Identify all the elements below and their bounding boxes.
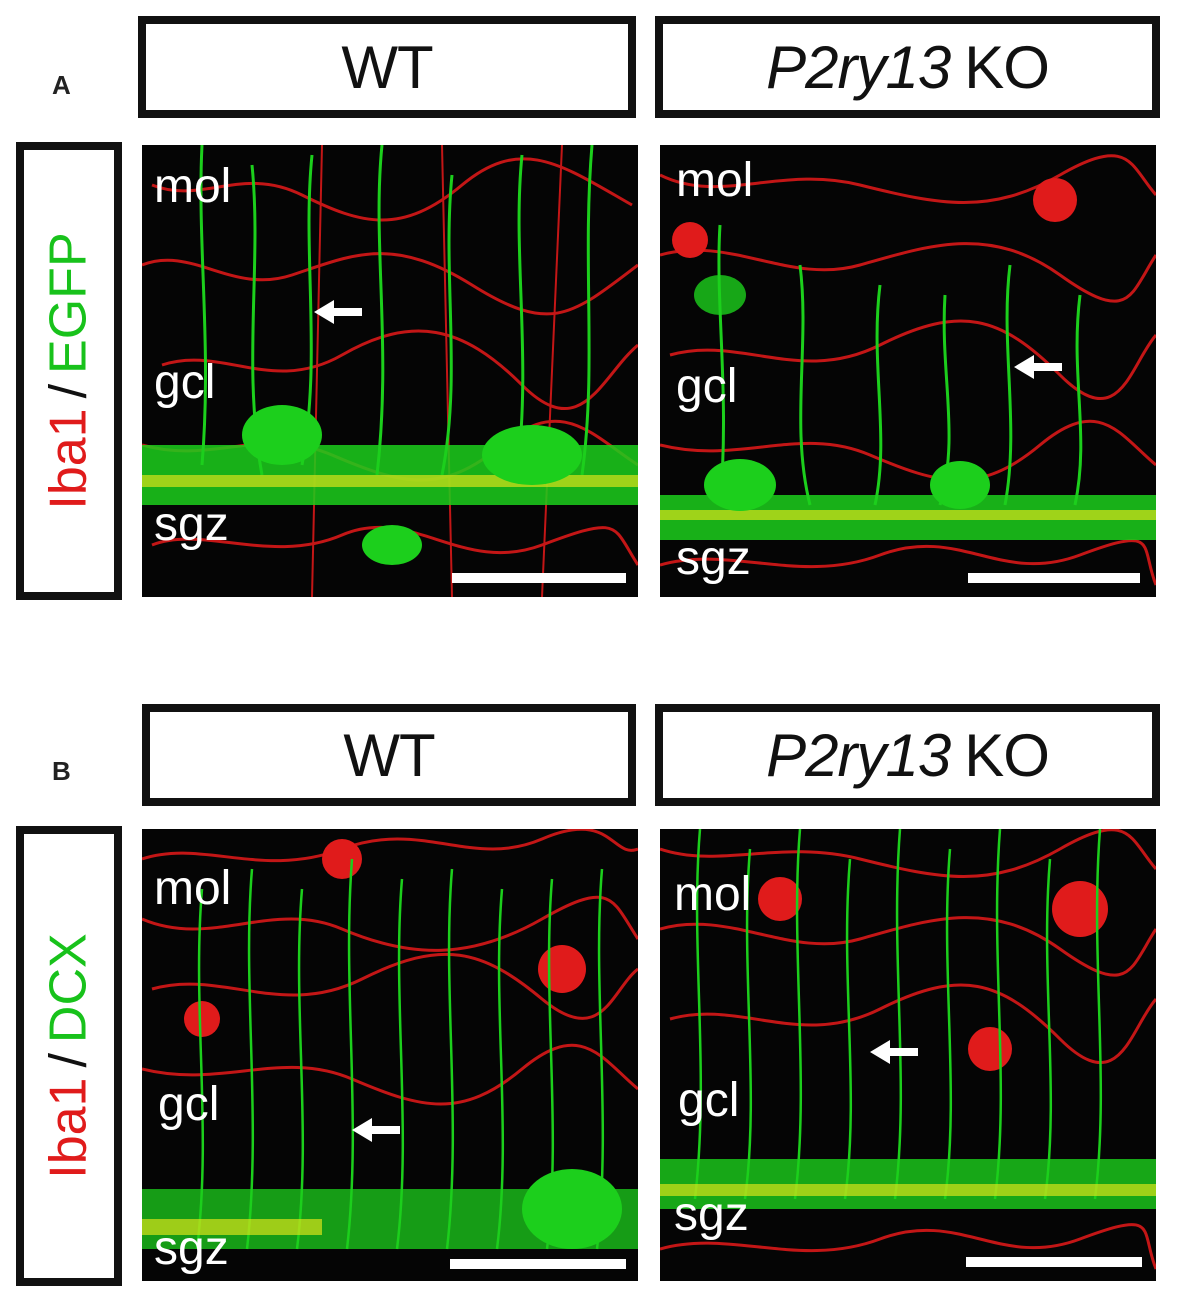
column-header-wt-a: WT: [138, 16, 636, 118]
marker-dcx: DCX: [40, 933, 98, 1044]
column-header-ko-a: P2ry13 KO: [655, 16, 1160, 118]
micrograph-ko-a: mol gcl sgz: [660, 145, 1156, 597]
stain-legend: Iba1 / EGFP: [39, 232, 99, 509]
micrograph-wt-a: mol gcl sgz: [142, 145, 638, 597]
scale-bar: [966, 1257, 1142, 1267]
layer-label-sgz: sgz: [154, 498, 229, 551]
column-header-text: WT: [341, 33, 433, 101]
panel-label-a: A: [52, 70, 71, 100]
row-label-a: Iba1 / EGFP: [16, 142, 122, 600]
arrow-icon: [352, 1118, 400, 1142]
scale-bar: [968, 573, 1140, 583]
marker-iba1: Iba1: [40, 408, 98, 510]
arrow-icon: [314, 300, 362, 324]
gene-name: P2ry13: [766, 721, 951, 789]
scale-bar: [450, 1259, 626, 1269]
micrograph-texture: [142, 145, 638, 597]
layer-label-gcl: gcl: [678, 1074, 740, 1127]
layer-label-gcl: gcl: [676, 360, 738, 413]
micrograph-wt-b: mol gcl sgz: [142, 829, 638, 1281]
micrograph-texture: [660, 145, 1156, 597]
layer-label-sgz: sgz: [154, 1222, 229, 1275]
stain-legend: Iba1 / DCX: [39, 933, 99, 1178]
layer-label-mol: mol: [154, 160, 232, 213]
gene-name: P2ry13: [766, 33, 951, 101]
arrow-icon: [1014, 355, 1062, 379]
column-header-wt-b: WT: [142, 704, 636, 806]
micrograph-texture: [142, 829, 638, 1281]
layer-label-gcl: gcl: [154, 356, 216, 409]
layer-label-mol: mol: [676, 154, 754, 207]
marker-separator: /: [40, 1053, 98, 1068]
column-header-text: KO: [964, 33, 1050, 101]
column-header-ko-b: P2ry13 KO: [655, 704, 1160, 806]
micrograph-ko-b: mol gcl sgz: [660, 829, 1156, 1281]
panel-label-b: B: [52, 756, 71, 786]
marker-iba1: Iba1: [40, 1077, 98, 1179]
scale-bar: [452, 573, 626, 583]
marker-egfp: EGFP: [40, 232, 98, 374]
column-header-text: KO: [964, 721, 1050, 789]
layer-label-sgz: sgz: [674, 1188, 749, 1241]
layer-label-mol: mol: [154, 862, 232, 915]
layer-label-sgz: sgz: [676, 532, 751, 585]
arrow-icon: [870, 1040, 918, 1064]
row-label-b: Iba1 / DCX: [16, 826, 122, 1286]
layer-label-gcl: gcl: [158, 1078, 220, 1131]
column-header-text: WT: [343, 721, 435, 789]
marker-separator: /: [40, 383, 98, 399]
layer-label-mol: mol: [674, 868, 752, 921]
